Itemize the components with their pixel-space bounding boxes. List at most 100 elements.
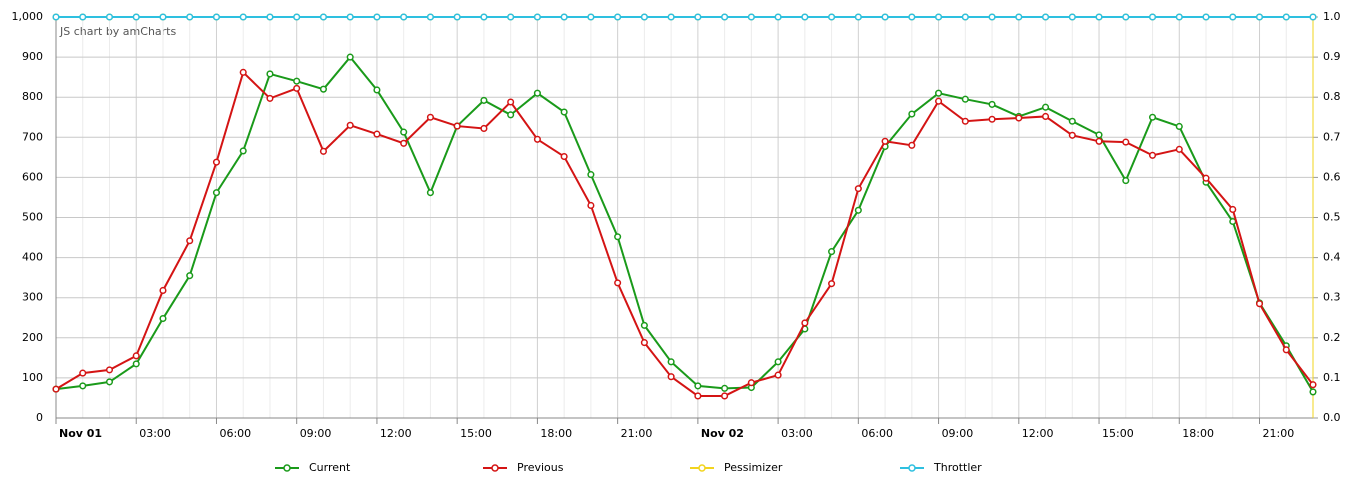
data-point bbox=[667, 373, 675, 381]
data-point bbox=[587, 171, 595, 179]
x-tick-label: 06:00 bbox=[861, 427, 893, 440]
x-tick-label: 15:00 bbox=[1102, 427, 1134, 440]
data-point bbox=[614, 13, 622, 21]
series-line bbox=[55, 70, 1314, 397]
data-point bbox=[400, 128, 408, 136]
data-point bbox=[1068, 117, 1076, 125]
data-point bbox=[774, 358, 782, 366]
data-point bbox=[988, 115, 996, 123]
data-point bbox=[293, 84, 301, 92]
data-point bbox=[453, 13, 461, 21]
data-point bbox=[988, 100, 996, 108]
data-point bbox=[212, 189, 221, 197]
data-point bbox=[453, 122, 461, 130]
data-point bbox=[1148, 113, 1157, 121]
y2-tick-label: 1.0 bbox=[1323, 10, 1341, 23]
data-point bbox=[1175, 145, 1183, 153]
data-point bbox=[132, 13, 140, 21]
data-point bbox=[721, 13, 729, 21]
data-point bbox=[319, 13, 327, 21]
data-point bbox=[212, 158, 221, 166]
y-tick-label: 1,000 bbox=[12, 10, 44, 23]
data-point bbox=[293, 77, 301, 85]
data-point bbox=[828, 280, 836, 288]
legend-marker bbox=[491, 464, 499, 472]
data-point bbox=[426, 189, 434, 197]
data-point bbox=[239, 13, 247, 21]
data-point bbox=[105, 366, 114, 374]
data-point bbox=[79, 369, 87, 377]
data-point bbox=[1042, 112, 1050, 120]
data-point bbox=[774, 13, 782, 21]
data-point bbox=[159, 286, 167, 295]
y2-tick-label: 0.4 bbox=[1323, 251, 1341, 264]
data-point bbox=[801, 319, 809, 327]
data-point bbox=[935, 13, 943, 21]
data-point bbox=[426, 113, 434, 121]
data-point bbox=[747, 13, 755, 21]
y2-tick-label: 0.9 bbox=[1323, 50, 1341, 63]
series-line bbox=[55, 55, 1314, 393]
data-point bbox=[747, 379, 755, 387]
data-point bbox=[961, 95, 969, 103]
data-point bbox=[854, 13, 862, 21]
data-point bbox=[640, 339, 648, 347]
data-point bbox=[1042, 13, 1050, 21]
data-point bbox=[186, 272, 194, 280]
data-point bbox=[1122, 177, 1130, 185]
y2-tick-label: 0.3 bbox=[1323, 291, 1341, 304]
data-point bbox=[694, 13, 702, 21]
data-point bbox=[881, 137, 889, 145]
data-point bbox=[614, 233, 622, 241]
data-point bbox=[694, 392, 702, 400]
data-point bbox=[52, 385, 60, 393]
legend-marker bbox=[698, 464, 706, 472]
data-point bbox=[908, 13, 916, 21]
x-tick-label: Nov 02 bbox=[701, 427, 744, 440]
data-point bbox=[132, 360, 140, 368]
data-point bbox=[694, 382, 702, 390]
data-point bbox=[373, 130, 381, 138]
data-point bbox=[587, 13, 595, 21]
data-point bbox=[480, 124, 488, 133]
data-point bbox=[1148, 151, 1157, 159]
data-point bbox=[105, 13, 114, 21]
data-point bbox=[1229, 205, 1237, 214]
legend-label[interactable]: Throttler bbox=[933, 461, 982, 474]
data-point bbox=[828, 248, 836, 256]
y2-tick-label: 0.7 bbox=[1323, 130, 1341, 143]
x-tick-label: 06:00 bbox=[219, 427, 251, 440]
data-point bbox=[507, 13, 515, 21]
legend-label[interactable]: Current bbox=[309, 461, 351, 474]
data-point bbox=[1122, 138, 1130, 146]
data-point bbox=[1095, 13, 1103, 21]
data-point bbox=[560, 108, 568, 116]
y-tick-label: 600 bbox=[22, 170, 43, 183]
data-point bbox=[640, 321, 648, 329]
data-point bbox=[908, 141, 916, 149]
y2-tick-label: 0.5 bbox=[1323, 211, 1341, 224]
data-point bbox=[1015, 114, 1023, 122]
data-point bbox=[774, 371, 782, 379]
data-point bbox=[560, 152, 568, 161]
data-point bbox=[426, 13, 434, 21]
data-point bbox=[1255, 300, 1264, 308]
data-point bbox=[533, 135, 541, 143]
y-tick-label: 500 bbox=[22, 211, 43, 224]
legend-label[interactable]: Previous bbox=[517, 461, 564, 474]
legend-label[interactable]: Pessimizer bbox=[724, 461, 783, 474]
data-point bbox=[1229, 13, 1237, 21]
x-tick-label: 18:00 bbox=[1182, 427, 1214, 440]
data-point bbox=[159, 13, 167, 21]
data-point bbox=[721, 384, 729, 392]
x-tick-label: 18:00 bbox=[540, 427, 572, 440]
y-tick-label: 300 bbox=[22, 291, 43, 304]
y2-tick-label: 0.1 bbox=[1323, 371, 1341, 384]
x-tick-label: 12:00 bbox=[1022, 427, 1054, 440]
data-point bbox=[560, 13, 568, 21]
data-point bbox=[881, 13, 889, 21]
data-point bbox=[239, 147, 247, 155]
data-point bbox=[346, 13, 354, 21]
data-point bbox=[480, 96, 488, 104]
